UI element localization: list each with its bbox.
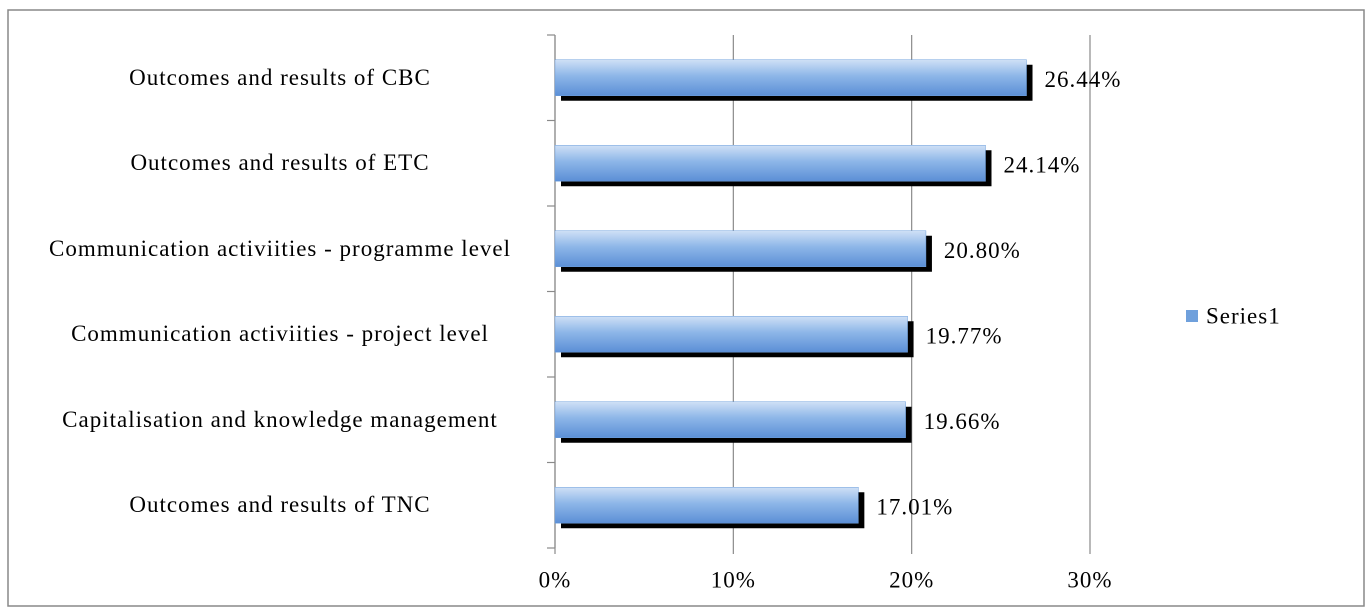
y-tick-label: Communication activiities - programme le… — [49, 235, 511, 261]
data-label: 19.77% — [926, 324, 1003, 349]
data-label: 19.66% — [924, 409, 1001, 434]
bar — [554, 316, 908, 353]
data-label: 26.44% — [1045, 67, 1122, 92]
bar — [554, 230, 927, 267]
data-label: 24.14% — [1003, 153, 1080, 178]
bar — [554, 145, 986, 182]
x-tick-label: 10% — [711, 567, 756, 592]
x-tick-label: 20% — [889, 567, 934, 592]
data-label: 17.01% — [876, 495, 953, 520]
legend-label: Series1 — [1206, 303, 1281, 328]
y-tick-label: Communication activiities - project leve… — [71, 321, 489, 347]
y-tick-label: Outcomes and results of CBC — [129, 64, 431, 90]
bar — [554, 59, 1027, 96]
bar — [554, 401, 906, 438]
y-tick-label: Outcomes and results of TNC — [129, 492, 431, 518]
y-tick-label: Capitalisation and knowledge management — [62, 406, 498, 432]
legend-swatch — [1186, 310, 1198, 322]
x-tick-label: 0% — [539, 567, 572, 592]
x-tick-label: 30% — [1067, 567, 1112, 592]
bar — [554, 487, 859, 524]
chart-border — [7, 9, 1365, 607]
y-tick-label: Outcomes and results of ETC — [130, 150, 430, 176]
data-label: 20.80% — [944, 238, 1021, 263]
